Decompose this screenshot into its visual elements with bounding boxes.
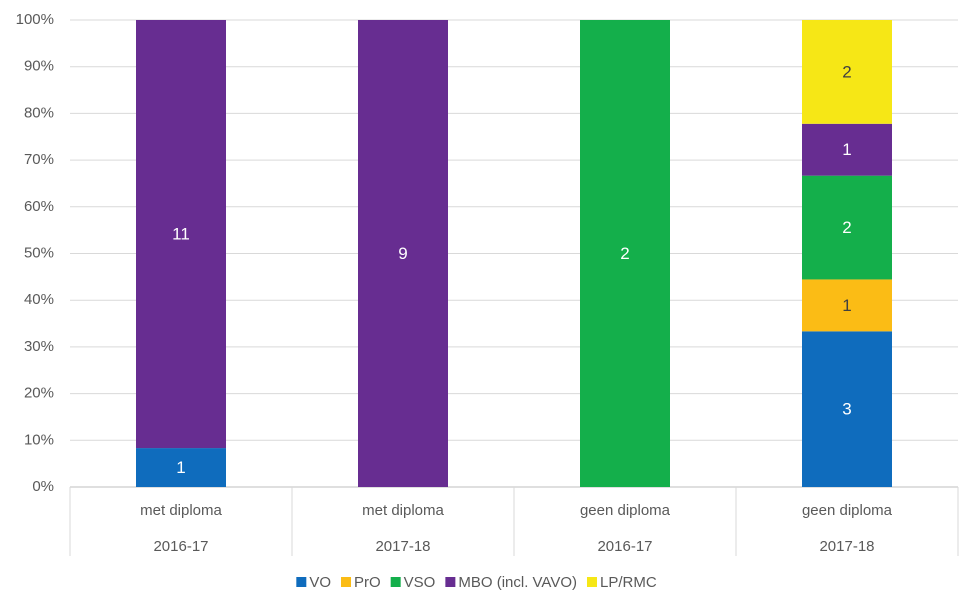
y-tick-label: 100% xyxy=(16,11,54,28)
y-tick-label: 90% xyxy=(24,58,54,75)
x-tick-label: geen diploma xyxy=(580,502,671,519)
legend-swatch xyxy=(390,577,401,587)
data-label: 9 xyxy=(398,244,407,263)
bar-segment xyxy=(802,279,892,332)
y-tick-label: 60% xyxy=(24,198,54,215)
y-tick-label: 30% xyxy=(24,338,54,355)
legend-item: MBO (incl. VAVO) xyxy=(445,574,577,591)
x-tick-label: 2016-17 xyxy=(597,538,652,555)
bar-segment xyxy=(358,20,448,487)
legend-swatch xyxy=(445,577,456,587)
legend-label: LP/RMC xyxy=(600,574,657,591)
legend-item: PrO xyxy=(341,574,381,591)
bar-segment xyxy=(802,175,892,280)
bar-segment xyxy=(802,20,892,124)
y-tick-label: 0% xyxy=(32,478,54,495)
bar-segment xyxy=(580,20,670,487)
legend-label: MBO (incl. VAVO) xyxy=(458,574,577,591)
x-tick-label: met diploma xyxy=(362,502,444,519)
y-tick-label: 50% xyxy=(24,244,54,261)
data-label: 2 xyxy=(620,244,629,263)
legend-item: VSO xyxy=(390,574,436,591)
legend-item: LP/RMC xyxy=(586,574,657,591)
data-label: 1 xyxy=(842,296,851,315)
x-tick-label: met diploma xyxy=(140,502,222,519)
x-tick-label: 2017-18 xyxy=(375,538,430,555)
data-label: 2 xyxy=(842,218,851,237)
legend-swatch xyxy=(586,577,597,587)
y-tick-label: 20% xyxy=(24,385,54,402)
y-tick-label: 40% xyxy=(24,291,54,308)
legend-item: VO xyxy=(296,574,331,591)
x-tick-label: 2016-17 xyxy=(153,538,208,555)
data-label: 3 xyxy=(842,400,851,419)
data-label: 1 xyxy=(842,140,851,159)
legend-label: VO xyxy=(309,574,331,591)
data-label: 2 xyxy=(842,62,851,81)
x-tick-label: geen diploma xyxy=(802,502,893,519)
data-label: 11 xyxy=(172,225,190,244)
data-label: 1 xyxy=(176,458,185,477)
y-tick-label: 80% xyxy=(24,104,54,121)
y-tick-label: 70% xyxy=(24,151,54,168)
legend-label: VSO xyxy=(404,574,436,591)
y-tick-label: 10% xyxy=(24,431,54,448)
bar-segment xyxy=(802,331,892,487)
legend-swatch xyxy=(296,577,307,587)
x-tick-label: 2017-18 xyxy=(819,538,874,555)
bar-segment xyxy=(136,20,226,449)
legend-label: PrO xyxy=(354,574,381,591)
bar-segment xyxy=(136,448,226,487)
legend-swatch xyxy=(341,577,352,587)
bar-segment xyxy=(802,123,892,176)
